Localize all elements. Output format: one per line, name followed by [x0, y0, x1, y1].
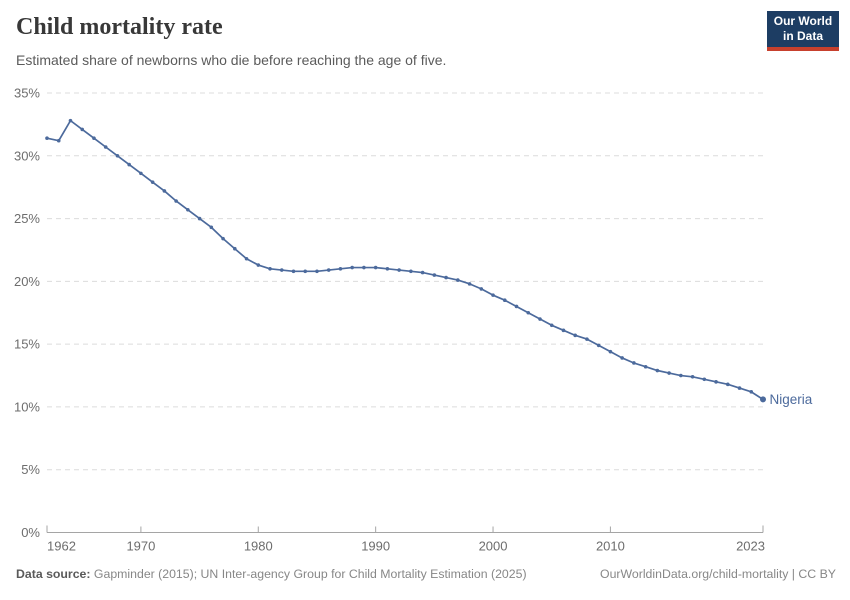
x-axis: 1962 1970 1980 1990 2000 2010 2023	[46, 525, 765, 554]
data-point	[150, 180, 155, 184]
data-point	[714, 380, 718, 384]
data-point	[256, 263, 261, 267]
data-point	[56, 138, 61, 143]
data-point	[303, 269, 308, 274]
data-point	[526, 310, 531, 315]
y-axis-tick-label: 35%	[14, 86, 40, 101]
y-axis-tick-label: 30%	[14, 148, 40, 163]
data-point	[92, 136, 96, 141]
data-point	[209, 225, 214, 230]
data-point	[127, 162, 131, 167]
owid-logo[interactable]: Our World in Data	[767, 11, 839, 51]
data-point	[514, 304, 519, 309]
data-point	[162, 189, 167, 193]
data-point	[350, 265, 354, 270]
data-point	[197, 216, 202, 221]
data-point	[456, 278, 460, 282]
data-point	[326, 268, 331, 272]
data-point	[420, 270, 425, 275]
owid-logo-line1: Our World	[773, 14, 833, 28]
data-point	[502, 298, 507, 302]
data-point	[103, 145, 108, 149]
data-point	[467, 282, 472, 286]
data-point	[702, 377, 707, 382]
data-point	[643, 364, 648, 369]
data-source-label: Data source:	[16, 567, 91, 581]
y-axis-tick-label: 0%	[21, 525, 40, 540]
x-axis-tick-label: 2000	[479, 539, 508, 554]
data-point	[491, 293, 495, 297]
data-point	[679, 373, 683, 378]
data-source-line: Data source: Gapminder (2015); UN Inter-…	[16, 567, 527, 581]
data-point	[244, 256, 249, 261]
data-point	[690, 374, 695, 379]
data-point	[338, 267, 343, 271]
data-point	[479, 287, 484, 291]
data-point	[444, 275, 448, 280]
data-point	[385, 267, 390, 271]
owid-license-link[interactable]: OurWorldinData.org/child-mortality | CC …	[600, 567, 836, 581]
y-axis-tick-label: 15%	[14, 337, 40, 352]
data-point	[655, 368, 660, 373]
data-point	[315, 269, 319, 274]
x-axis-tick-label: 1990	[361, 539, 390, 554]
data-point	[373, 265, 378, 270]
data-point	[432, 273, 437, 277]
data-point	[80, 127, 85, 132]
x-axis-tick-label: 1962	[47, 539, 76, 554]
data-point	[233, 246, 237, 251]
data-point	[45, 136, 49, 141]
x-axis-tick-label: 2010	[596, 539, 625, 554]
data-point	[737, 386, 742, 390]
data-point	[632, 361, 636, 365]
x-axis-tick-label: 1970	[126, 539, 155, 554]
data-point	[667, 371, 671, 375]
data-point	[279, 268, 284, 272]
data-point	[585, 337, 589, 341]
data-point	[268, 267, 272, 271]
data-point	[139, 171, 143, 176]
series-end-point	[760, 396, 766, 403]
data-point	[596, 343, 601, 348]
x-axis-tick-label: 1980	[244, 539, 273, 554]
data-point	[115, 153, 120, 158]
data-point	[620, 356, 624, 360]
data-point	[362, 265, 366, 270]
y-axis-tick-label: 10%	[14, 399, 40, 414]
data-point	[749, 390, 754, 394]
data-series: Nigeria	[45, 118, 813, 407]
data-point	[186, 207, 190, 212]
data-point	[221, 236, 225, 241]
data-point	[397, 268, 401, 272]
data-point	[573, 333, 577, 338]
owid-logo-line2: in Data	[782, 29, 823, 43]
data-point	[608, 349, 613, 354]
y-axis-tick-label: 25%	[14, 211, 40, 226]
page-title: Child mortality rate	[16, 14, 223, 40]
data-point	[68, 118, 73, 123]
data-point	[409, 269, 413, 274]
y-gridlines	[47, 92, 763, 471]
y-axis-tick-label: 20%	[14, 274, 40, 289]
y-axis-labels: 0% 5% 10% 15% 20% 25% 30% 35%	[14, 86, 40, 541]
series-line	[46, 119, 764, 401]
x-axis-tick-label: 2023	[736, 539, 765, 554]
y-axis-tick-label: 5%	[21, 462, 40, 477]
page-subtitle: Estimated share of newborns who die befo…	[16, 52, 447, 68]
data-point	[549, 323, 554, 328]
data-point	[174, 199, 178, 203]
data-point	[538, 317, 542, 321]
data-source-text: Gapminder (2015); UN Inter-agency Group …	[90, 567, 527, 581]
chart-footer: Data source: Gapminder (2015); UN Inter-…	[16, 567, 836, 581]
data-point	[291, 269, 296, 274]
data-point	[561, 328, 566, 333]
series-end-label: Nigeria	[770, 392, 813, 407]
data-point	[725, 382, 730, 387]
